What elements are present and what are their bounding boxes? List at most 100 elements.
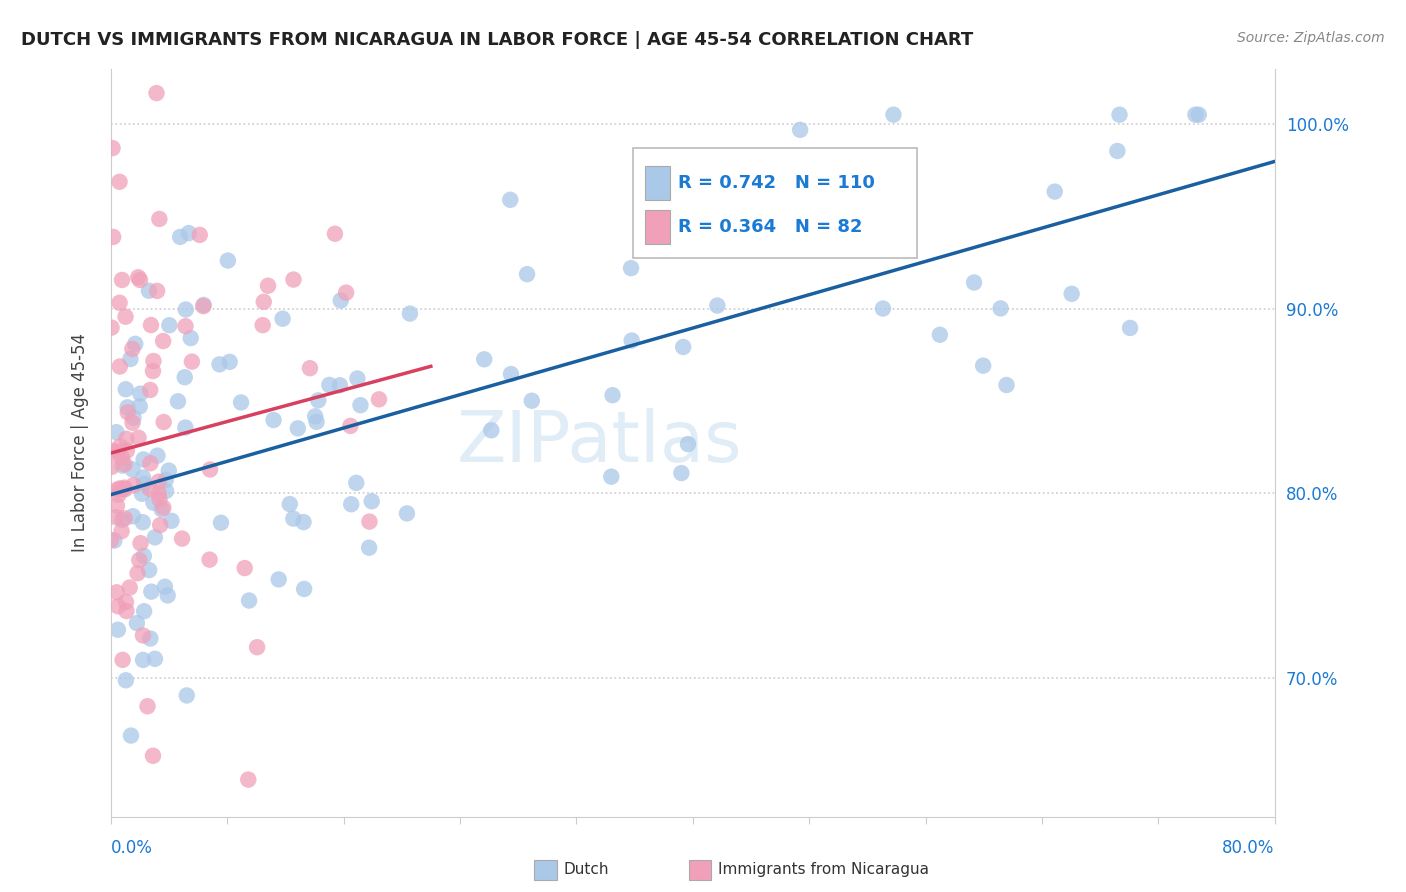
Point bbox=[217, 253, 239, 268]
Point bbox=[143, 652, 166, 666]
Point bbox=[100, 533, 122, 547]
Point bbox=[340, 497, 363, 511]
Point bbox=[672, 340, 695, 354]
Point bbox=[516, 267, 538, 281]
Point bbox=[108, 439, 131, 453]
Point bbox=[128, 431, 150, 445]
Point bbox=[100, 459, 122, 474]
Point bbox=[115, 443, 138, 458]
Point bbox=[132, 653, 155, 667]
Point bbox=[271, 311, 294, 326]
Point bbox=[267, 573, 290, 587]
Point bbox=[120, 729, 142, 743]
Point bbox=[114, 482, 136, 496]
Point bbox=[115, 432, 138, 446]
Point bbox=[131, 487, 153, 501]
Point bbox=[139, 318, 162, 332]
Point bbox=[111, 483, 134, 497]
Point bbox=[138, 284, 160, 298]
Point bbox=[1043, 185, 1066, 199]
Point bbox=[117, 405, 139, 419]
Point bbox=[972, 359, 994, 373]
Point bbox=[148, 492, 170, 507]
Point bbox=[105, 510, 128, 524]
Text: Source: ZipAtlas.com: Source: ZipAtlas.com bbox=[1237, 31, 1385, 45]
Point bbox=[1060, 286, 1083, 301]
Point bbox=[209, 516, 232, 530]
Point bbox=[344, 475, 367, 490]
Point bbox=[173, 370, 195, 384]
Point bbox=[307, 393, 329, 408]
Point bbox=[125, 616, 148, 631]
Point bbox=[335, 285, 357, 300]
Point bbox=[218, 355, 240, 369]
Point bbox=[1119, 321, 1142, 335]
Point bbox=[132, 628, 155, 642]
Text: ZIPatlas: ZIPatlas bbox=[457, 408, 742, 477]
Point bbox=[146, 449, 169, 463]
Point bbox=[136, 699, 159, 714]
Point bbox=[152, 500, 174, 515]
Point bbox=[177, 226, 200, 240]
Point bbox=[928, 327, 950, 342]
Point bbox=[152, 334, 174, 348]
Point bbox=[181, 354, 204, 368]
Point bbox=[105, 585, 128, 599]
Point bbox=[963, 276, 986, 290]
Point bbox=[121, 462, 143, 476]
Text: Dutch: Dutch bbox=[564, 863, 609, 877]
Point bbox=[359, 515, 381, 529]
Point bbox=[995, 378, 1018, 392]
Point bbox=[257, 278, 280, 293]
Point bbox=[100, 320, 122, 334]
Point bbox=[105, 425, 128, 439]
Point bbox=[114, 511, 136, 525]
Point bbox=[111, 458, 134, 473]
Point bbox=[252, 318, 274, 333]
Point bbox=[142, 354, 165, 368]
Point bbox=[157, 464, 180, 478]
Point bbox=[146, 284, 169, 298]
Point bbox=[1184, 108, 1206, 122]
Point bbox=[122, 509, 145, 524]
Point bbox=[129, 536, 152, 550]
Point bbox=[115, 604, 138, 618]
Point bbox=[359, 541, 381, 555]
Point bbox=[193, 298, 215, 312]
Point bbox=[747, 163, 769, 178]
Point bbox=[155, 473, 177, 487]
Point bbox=[198, 462, 221, 476]
Point bbox=[107, 488, 129, 502]
Point bbox=[128, 400, 150, 414]
Point bbox=[160, 514, 183, 528]
Text: 0.0%: 0.0% bbox=[111, 838, 153, 856]
Point bbox=[602, 388, 624, 402]
Point bbox=[174, 420, 197, 434]
Point bbox=[169, 230, 191, 244]
Point bbox=[139, 482, 162, 496]
Point bbox=[620, 334, 643, 348]
Point bbox=[127, 566, 149, 581]
Point bbox=[238, 772, 260, 787]
Point bbox=[1188, 108, 1211, 122]
Point bbox=[520, 393, 543, 408]
Point bbox=[142, 364, 165, 378]
Point bbox=[479, 423, 502, 437]
Point bbox=[167, 394, 190, 409]
Point bbox=[671, 466, 693, 480]
Point bbox=[600, 469, 623, 483]
Point bbox=[141, 584, 163, 599]
Point bbox=[111, 450, 134, 465]
Point bbox=[193, 299, 215, 313]
Point bbox=[101, 141, 124, 155]
Point bbox=[174, 319, 197, 334]
Point bbox=[115, 595, 138, 609]
Text: 80.0%: 80.0% bbox=[1222, 838, 1275, 856]
Point bbox=[246, 640, 269, 655]
Point bbox=[499, 193, 522, 207]
Point bbox=[304, 409, 326, 424]
Point bbox=[132, 604, 155, 618]
Point bbox=[114, 457, 136, 471]
Point bbox=[263, 413, 285, 427]
Point bbox=[339, 418, 361, 433]
